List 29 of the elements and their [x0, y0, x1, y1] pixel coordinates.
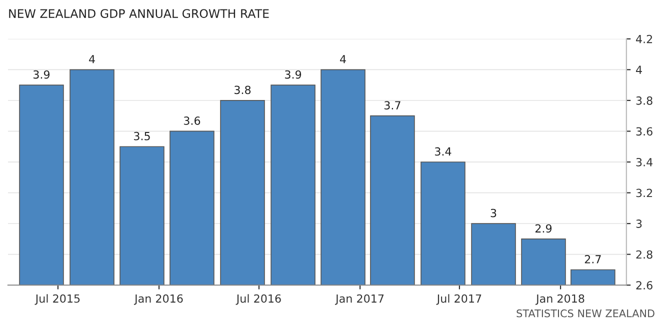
x-tick-label: Jul 2016: [236, 294, 281, 305]
y-tick-label: 3.8: [636, 96, 652, 105]
x-tick-label: Jan 2018: [535, 294, 584, 305]
data-label: 4: [340, 55, 346, 64]
data-label: 3.5: [134, 132, 150, 140]
data-label: 3.9: [33, 70, 50, 79]
y-tick-label: 2.6: [636, 281, 652, 290]
y-tick-label: 3: [636, 220, 642, 228]
data-label: 3: [490, 208, 496, 218]
x-tick-label: Jan 2017: [335, 294, 384, 305]
y-tick-label: 2.8: [636, 250, 652, 259]
y-tick-label: 3.4: [636, 158, 653, 166]
y-tick-label: 3.6: [636, 127, 652, 136]
data-label: 3.8: [234, 86, 251, 94]
data-label: 3.4: [434, 147, 452, 156]
chart-title: NEW ZEALAND GDP ANNUAL GROWTH RATE: [9, 9, 269, 18]
data-label: 2.7: [584, 255, 601, 264]
x-tick-label: Jul 2015: [34, 294, 80, 305]
y-tick-label: 4: [636, 66, 642, 74]
data-label: 3.7: [384, 101, 400, 110]
x-tick-label: Jan 2016: [134, 294, 183, 305]
data-label: 4: [89, 55, 95, 64]
data-label: 3.9: [285, 70, 302, 79]
text: STATISTICS NEW ZEALAND: [516, 309, 654, 318]
y-tick-label: 3.2: [636, 188, 652, 198]
y-tick-label: 4.2: [636, 34, 652, 44]
data-label: 2.9: [535, 224, 552, 233]
x-tick-label: Jul 2017: [436, 294, 482, 305]
data-label: 3.6: [184, 116, 200, 125]
